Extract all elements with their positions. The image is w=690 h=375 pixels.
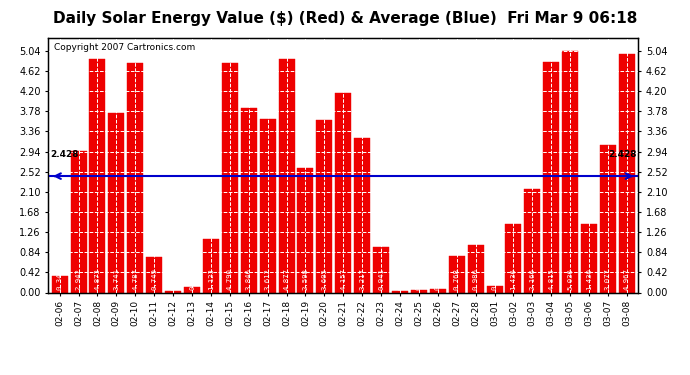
Bar (297, 168, 313, 292)
Text: 2.428: 2.428 (608, 150, 636, 159)
Bar (430, 289, 446, 292)
Bar (146, 256, 162, 292)
Text: 0.105: 0.105 (189, 268, 195, 290)
Bar (619, 54, 635, 292)
Text: 0.749: 0.749 (151, 268, 157, 290)
Text: 1.430: 1.430 (586, 268, 592, 290)
Text: 4.787: 4.787 (132, 268, 138, 290)
Text: 4.790: 4.790 (227, 268, 233, 290)
Bar (411, 290, 427, 292)
Text: 3.612: 3.612 (265, 268, 270, 290)
Bar (543, 62, 560, 292)
Bar (468, 245, 484, 292)
Text: 0.036: 0.036 (170, 268, 176, 290)
Text: 0.135: 0.135 (491, 268, 497, 290)
Text: Daily Solar Energy Value ($) (Red) & Average (Blue)  Fri Mar 9 06:18: Daily Solar Energy Value ($) (Red) & Ave… (53, 11, 637, 26)
Text: 4.157: 4.157 (340, 268, 346, 290)
Text: 2.942: 2.942 (75, 268, 81, 290)
Bar (392, 291, 408, 292)
Bar (241, 108, 257, 292)
Text: Copyright 2007 Cartronics.com: Copyright 2007 Cartronics.com (55, 43, 195, 52)
Bar (184, 288, 200, 292)
Text: 0.986: 0.986 (473, 268, 479, 290)
Text: 0.342: 0.342 (57, 268, 63, 290)
Text: 1.123: 1.123 (208, 268, 214, 290)
Bar (52, 276, 68, 292)
Text: 3.217: 3.217 (359, 268, 365, 290)
Text: 4.877: 4.877 (284, 268, 290, 290)
Text: 3.741: 3.741 (113, 268, 119, 290)
Bar (279, 59, 295, 292)
Text: 3.077: 3.077 (605, 268, 611, 290)
Bar (259, 119, 276, 292)
Bar (316, 120, 333, 292)
Text: 0.053: 0.053 (416, 268, 422, 290)
Bar (354, 138, 371, 292)
Bar (505, 224, 522, 292)
Bar (448, 256, 465, 292)
Bar (90, 59, 106, 292)
Text: 3.605: 3.605 (322, 268, 327, 290)
Bar (108, 113, 124, 292)
Text: 2.428: 2.428 (50, 150, 79, 159)
Bar (562, 51, 578, 292)
Text: 2.166: 2.166 (529, 268, 535, 290)
Text: 0.067: 0.067 (435, 268, 441, 290)
Bar (203, 238, 219, 292)
Text: 0.941: 0.941 (378, 268, 384, 290)
Text: 1.436: 1.436 (511, 268, 516, 290)
Text: 4.873: 4.873 (95, 268, 101, 290)
Bar (165, 291, 181, 292)
Bar (127, 63, 144, 292)
Text: 0.768: 0.768 (454, 268, 460, 290)
Bar (335, 93, 351, 292)
Bar (70, 152, 86, 292)
Bar (486, 286, 502, 292)
Bar (581, 224, 597, 292)
Text: 2.598: 2.598 (302, 268, 308, 290)
Bar (373, 248, 389, 292)
Bar (221, 63, 238, 292)
Text: 5.036: 5.036 (567, 268, 573, 290)
Text: 3.846: 3.846 (246, 268, 252, 290)
Text: 4.967: 4.967 (624, 268, 630, 290)
Text: 4.815: 4.815 (549, 268, 554, 290)
Bar (524, 189, 540, 292)
Text: 0.025: 0.025 (397, 268, 403, 290)
Bar (600, 145, 616, 292)
